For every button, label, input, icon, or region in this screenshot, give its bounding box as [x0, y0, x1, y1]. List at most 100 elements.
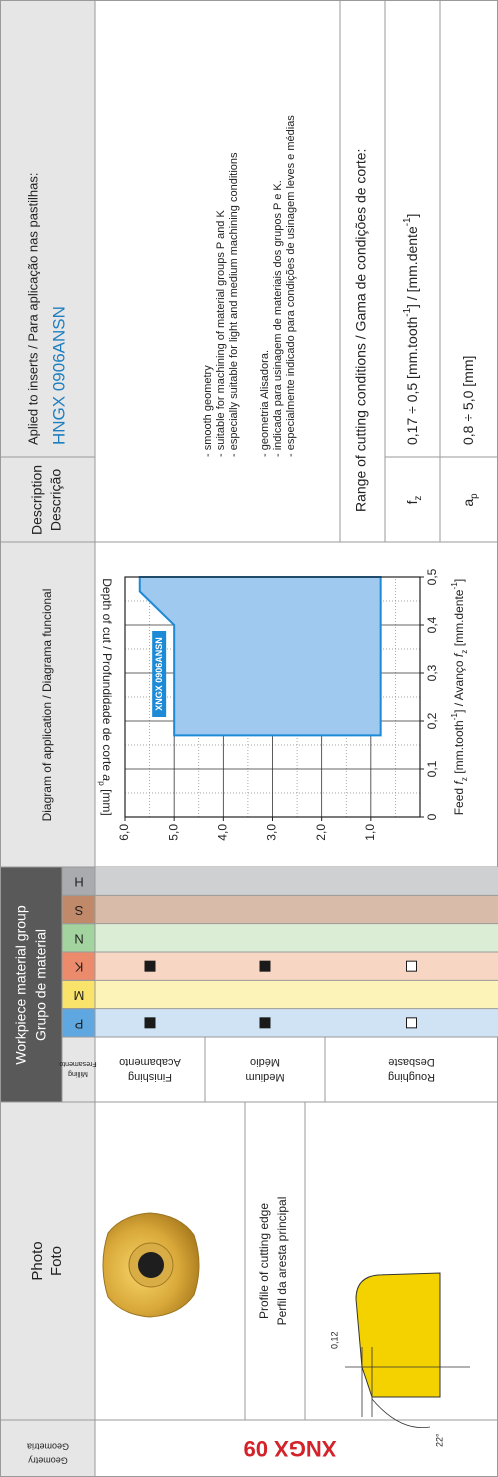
text-segment: Feed: [452, 785, 466, 816]
text-segment: p: [97, 781, 107, 786]
text-segment: 0,17 ÷ 0,5 [mm.tooth: [404, 317, 420, 445]
y-tick-label: 3,0: [265, 824, 279, 841]
suitability-mark: [406, 960, 417, 972]
operation-name-pt: Desbaste: [388, 1056, 434, 1068]
group-column-tint: [205, 923, 325, 952]
operation-name-pt: Médio: [250, 1056, 280, 1068]
description-header-pt: Descrição: [48, 469, 64, 531]
profile-angle: 22°: [434, 1433, 444, 1447]
group-letter: M: [74, 988, 85, 1003]
photo-header: Photo: [29, 1241, 46, 1280]
milling-label-pt: Fresamento: [59, 1060, 96, 1067]
description-line: - especially suitable for light and medi…: [228, 152, 240, 457]
suitability-mark: [259, 960, 271, 972]
group-column-tint: [325, 866, 498, 896]
annotation-box: [152, 631, 167, 717]
text-segment: -1: [402, 218, 413, 227]
group-column-tint: [95, 895, 205, 924]
profile-label: Profile of cutting edge: [257, 1203, 271, 1319]
suitability-mark: [259, 1017, 271, 1029]
text-segment: ] / Avanço: [452, 657, 466, 713]
workpiece-header-title: Workpiece material group: [13, 905, 29, 1064]
workpiece-header: [0, 867, 62, 1102]
description-header: Description: [29, 465, 45, 535]
text-segment: ]: [404, 214, 420, 218]
group-column-tint: [95, 980, 205, 1009]
text-segment: ]: [452, 579, 466, 582]
insert-photo: [102, 1212, 200, 1318]
text-segment: f: [452, 780, 466, 785]
text-segment: z: [459, 650, 469, 654]
condition-value: 0,8 ÷ 5,0 [mm]: [460, 356, 476, 445]
x-tick-label: 0,4: [425, 616, 439, 633]
x-tick-label: 0,5: [425, 568, 439, 585]
suitability-mark: [144, 1017, 156, 1029]
group-letter: N: [74, 931, 83, 946]
x-tick-label: 0,1: [425, 760, 439, 777]
text-segment: Depth of cut / Profundidade de corte: [100, 578, 114, 774]
conditions-title: Range of cutting conditions / Gama de co…: [353, 149, 369, 512]
group-column-tint: [325, 980, 498, 1009]
text-segment: [mm]: [100, 786, 114, 816]
condition-symbol: fz: [404, 496, 424, 505]
text-segment: f: [452, 652, 466, 657]
operation-name-pt: Acabamento: [119, 1056, 181, 1068]
y-tick-label: 2,0: [314, 824, 328, 841]
header-band: [0, 0, 95, 1477]
geometry-header: Geometry: [28, 1456, 68, 1466]
group-column-tint: [95, 866, 205, 896]
condition-value: 0,17 ÷ 0,5 [mm.tooth-1] / [mm.dente-1]: [402, 214, 420, 445]
operation-name: Finishing: [128, 1071, 172, 1083]
text-segment: z: [459, 777, 469, 781]
description-line-pt: - geometria Alisadora.: [259, 350, 271, 457]
y-tick-label: 5,0: [166, 824, 180, 841]
profile-dimension: 0,12: [329, 1331, 339, 1349]
group-letter: P: [75, 1016, 84, 1031]
profile-drawing: [345, 1272, 470, 1429]
x-tick-label: 0,3: [425, 664, 439, 681]
photo-header-pt: Foto: [48, 1246, 65, 1276]
insert-name: HNGX 0906ANSN: [49, 306, 68, 445]
suitability-mark: [144, 960, 156, 972]
text-segment: f: [404, 500, 420, 504]
group-letter: K: [74, 960, 83, 975]
group-column-tint: [205, 866, 325, 896]
group-column-tint: [205, 980, 325, 1009]
text-segment: a: [100, 774, 114, 781]
y-tick-label: 1,0: [363, 824, 377, 841]
x-axis-title: Feed fz [mm.tooth-1] / Avanço fz [mm.den…: [449, 579, 469, 816]
text-segment: ] / [mm.dente: [404, 226, 420, 308]
geometry-header-pt: Geometria: [27, 1442, 69, 1452]
y-tick-label: 4,0: [216, 824, 230, 841]
text-segment: -1: [402, 308, 413, 317]
operation-name: Medium: [245, 1071, 284, 1083]
description-line-pt: - indicada para usinagem de materiais do…: [272, 180, 284, 457]
y-tick-label: 6,0: [117, 824, 131, 841]
description-line: - smooth geometry: [202, 365, 214, 457]
group-column-tint: [325, 923, 498, 952]
operation-name: Roughing: [388, 1071, 435, 1083]
text-segment: -1: [449, 582, 459, 590]
group-letter: S: [74, 903, 83, 918]
geometry-name: XNGX 09: [244, 1436, 337, 1461]
group-column-tint: [95, 923, 205, 952]
text-segment: [mm.tooth: [452, 720, 466, 777]
x-tick-label: 0,2: [425, 712, 439, 729]
annotation: XNGX 0906ANSN: [154, 637, 164, 711]
text-segment: z: [413, 496, 424, 501]
text-segment: a: [460, 499, 476, 507]
description-line-pt: - especialmente indicado para condições …: [285, 115, 297, 457]
milling-label: Milling: [68, 1070, 88, 1077]
group-column-tint: [325, 895, 498, 924]
workpiece-header-title-pt: Grupo de material: [33, 929, 49, 1041]
condition-symbol: ap: [460, 493, 480, 507]
application-area: [138, 576, 382, 737]
text-segment: 0,8 ÷ 5,0 [mm]: [460, 356, 476, 445]
applied-label: Aplied to inserts / Para aplicação nas p…: [25, 173, 40, 445]
profile-label-pt: Perfil da aresta principal: [275, 1197, 289, 1326]
text-segment: -1: [449, 713, 459, 721]
group-letter: H: [74, 875, 83, 890]
